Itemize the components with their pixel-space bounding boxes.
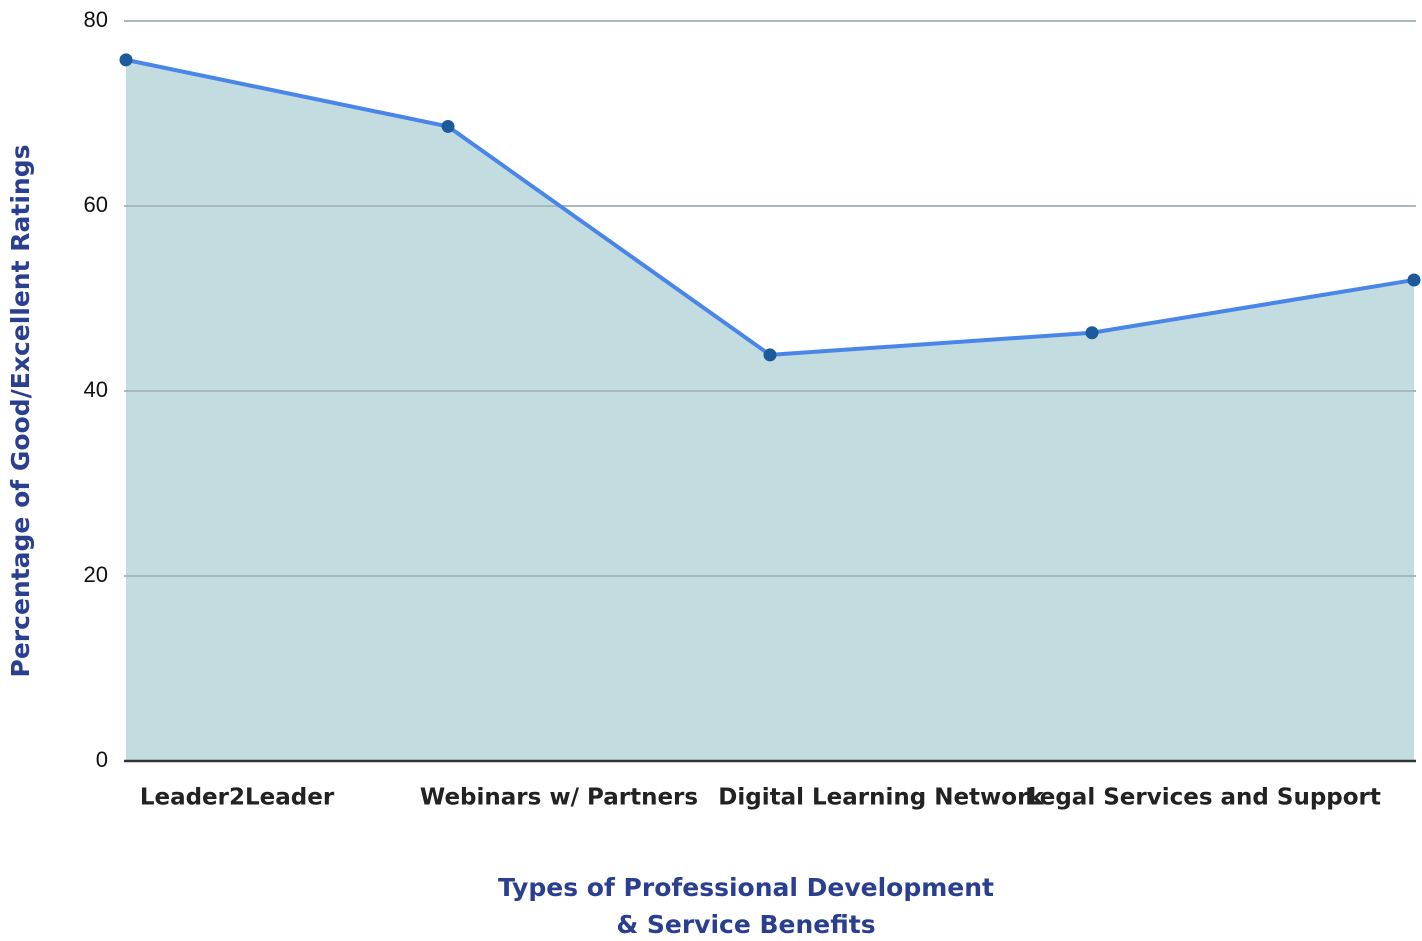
marker — [119, 53, 133, 67]
x-axis-title: & Service Benefits — [616, 910, 875, 939]
x-tick-label: Leader2Leader — [140, 785, 335, 811]
marker — [441, 119, 455, 133]
x-axis-title: Types of Professional Development — [498, 873, 994, 902]
y-tick-label: 40 — [84, 377, 108, 402]
x-tick-label: Legal Services and Support — [1025, 785, 1381, 811]
marker — [1407, 273, 1421, 287]
y-tick-label: 0 — [96, 747, 108, 772]
y-tick-label: 20 — [84, 562, 108, 587]
area-fill — [126, 59, 1414, 762]
marker — [763, 348, 777, 362]
x-tick-label: Digital Learning Network — [718, 785, 1044, 811]
y-axis-title: Percentage of Good/Excellent Ratings — [6, 145, 35, 678]
marker — [1085, 326, 1099, 340]
y-tick-label: 80 — [84, 7, 108, 32]
x-tick-label: Webinars w/ Partners — [420, 785, 698, 811]
y-tick-label: 60 — [84, 192, 108, 217]
